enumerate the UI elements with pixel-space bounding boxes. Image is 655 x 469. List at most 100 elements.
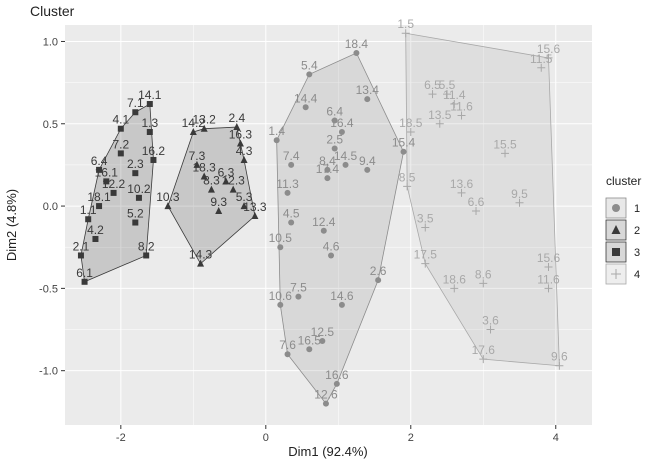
point	[251, 211, 259, 219]
point-label: 16.2	[142, 144, 166, 158]
point	[457, 188, 466, 197]
point	[85, 216, 92, 223]
point-label: 8.2	[138, 239, 155, 253]
point-label: 17.5	[414, 248, 438, 262]
point	[328, 252, 335, 259]
point-label: 5.5	[439, 78, 456, 92]
point	[288, 161, 295, 168]
point-label: 6.1	[76, 266, 93, 280]
point	[338, 301, 345, 308]
point	[450, 284, 459, 293]
point	[544, 53, 553, 62]
point	[324, 175, 331, 182]
point	[544, 262, 553, 271]
point-label: 8.5	[399, 170, 416, 184]
point	[132, 109, 139, 116]
point	[81, 278, 88, 285]
point	[288, 219, 295, 226]
point	[77, 252, 84, 259]
legend-label: 4	[634, 269, 640, 281]
point	[110, 189, 117, 196]
point	[403, 182, 412, 191]
point-label: 11.4	[443, 88, 466, 102]
point-label: 2.4	[228, 111, 245, 125]
point-label: 13.2	[193, 113, 217, 127]
point-label: 4.6	[323, 239, 340, 253]
point	[233, 123, 241, 131]
point	[537, 63, 546, 72]
point-label: 5.2	[127, 207, 144, 221]
point-label: 1.5	[397, 17, 414, 31]
point	[146, 128, 153, 135]
point	[375, 277, 382, 284]
point	[421, 223, 430, 232]
point	[515, 198, 524, 207]
point-label: 13.3	[243, 200, 267, 214]
plot-panel	[65, 25, 592, 425]
point	[406, 127, 415, 136]
point	[284, 189, 291, 196]
point	[150, 156, 157, 163]
point-label: 6.6	[468, 195, 485, 209]
point	[544, 284, 553, 293]
point-label: 7.6	[279, 338, 296, 352]
point	[338, 128, 345, 135]
point-label: 14.1	[138, 88, 162, 102]
legend-marker	[611, 225, 621, 234]
point-label: 17.4	[316, 162, 340, 176]
point	[146, 101, 153, 108]
point-label: 14.2	[182, 116, 206, 130]
point-label: 11.6	[450, 100, 473, 114]
point	[322, 400, 329, 407]
point	[117, 125, 124, 132]
point	[143, 252, 150, 259]
y-tick-label: 0.5	[43, 119, 58, 131]
point	[501, 149, 510, 158]
point-label: 9.3	[210, 195, 227, 209]
point-label: 9.6	[551, 350, 568, 364]
point	[331, 145, 338, 152]
point-label: 13.5	[428, 108, 452, 122]
point-label: 4.5	[283, 207, 300, 221]
point-label: 2.3	[127, 157, 144, 171]
legend-label: 2	[634, 225, 640, 237]
point	[132, 219, 139, 226]
point	[479, 355, 488, 364]
point-label: 2.1	[73, 239, 90, 253]
point-label: 8.6	[475, 267, 492, 281]
point-label: 4.3	[236, 144, 253, 158]
legend-title: cluster	[606, 174, 641, 188]
point-label: 18.6	[443, 272, 467, 286]
point	[306, 71, 313, 78]
legend-marker	[612, 248, 620, 256]
x-tick-label: 0	[263, 432, 269, 444]
point-label: 13.4	[356, 83, 380, 97]
point-label: 11.3	[276, 177, 299, 191]
point	[273, 137, 280, 144]
point-label: 7.3	[189, 149, 206, 163]
point-label: 15.4	[392, 136, 416, 150]
point	[555, 361, 564, 370]
point-label: 16.6	[325, 368, 349, 382]
legend-label: 1	[634, 203, 640, 215]
point-label: 18.1	[87, 190, 111, 204]
point-label: 12.4	[312, 215, 336, 229]
x-tick-label: 4	[553, 432, 559, 444]
point-label: 12.2	[102, 177, 126, 191]
point-label: 10.5	[269, 231, 293, 245]
point-label: 15.5	[493, 137, 517, 151]
point	[306, 346, 313, 353]
point	[200, 124, 208, 132]
point-label: 18.5	[399, 116, 423, 130]
x-tick-label: 2	[408, 432, 414, 444]
point	[324, 166, 331, 173]
point	[342, 161, 349, 168]
point	[443, 90, 452, 99]
point	[277, 244, 284, 251]
point	[197, 259, 205, 267]
legend-label: 3	[634, 247, 640, 259]
point	[92, 235, 99, 242]
cluster-hull	[276, 52, 404, 405]
point	[117, 150, 124, 157]
